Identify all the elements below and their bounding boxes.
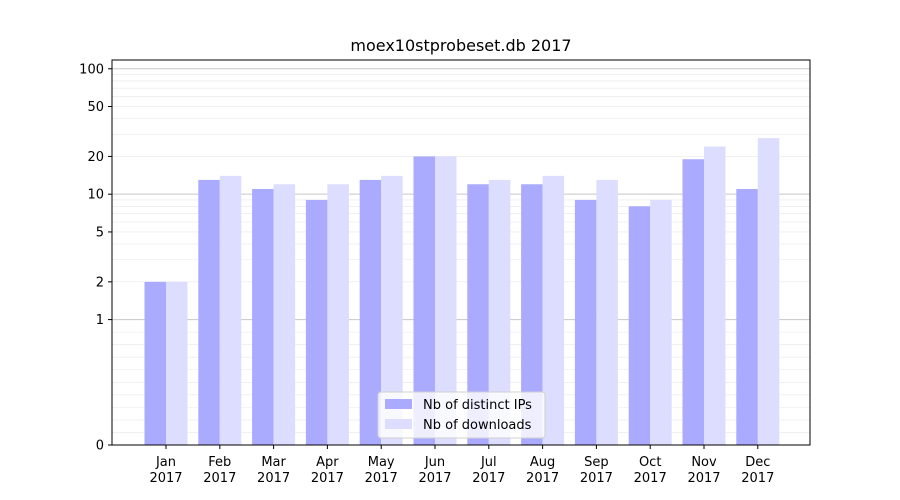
legend-swatch bbox=[385, 419, 412, 429]
x-tick-label: Feb 2017 bbox=[203, 455, 236, 486]
bar-distinct-ips bbox=[413, 156, 435, 446]
bar-distinct-ips bbox=[359, 179, 382, 445]
bar-distinct-ips bbox=[144, 281, 166, 445]
bar-distinct-ips bbox=[574, 199, 597, 445]
bar-downloads bbox=[219, 175, 242, 445]
legend-swatch bbox=[385, 399, 412, 409]
legend: Nb of distinct IPs Nb of downloads bbox=[377, 391, 546, 439]
plot-frame bbox=[111, 59, 811, 446]
y-tick-label: 100 bbox=[79, 62, 104, 77]
bar-downloads bbox=[757, 138, 780, 446]
bar-distinct-ips bbox=[736, 188, 758, 445]
x-axis: Jan 2017 Feb 2017 Mar 2017 Apr 2017 May 2017 Jun 20… bbox=[149, 445, 774, 486]
bar-downloads bbox=[435, 156, 457, 446]
y-tick-label: 10 bbox=[87, 188, 104, 203]
y-tick-label: 1 bbox=[96, 313, 104, 328]
x-tick-label: Apr 2017 bbox=[311, 455, 344, 486]
bar-distinct-ips bbox=[305, 199, 328, 445]
bar-distinct-ips bbox=[198, 179, 220, 445]
x-tick-label: Dec 2017 bbox=[741, 455, 774, 486]
x-tick-label: Sep 2017 bbox=[580, 455, 613, 486]
bar-distinct-ips bbox=[682, 159, 704, 445]
bar-downloads bbox=[327, 184, 349, 445]
bar-distinct-ips bbox=[252, 188, 274, 445]
bar-distinct-ips bbox=[521, 184, 543, 445]
y-tick-label: 2 bbox=[96, 275, 104, 290]
bar-downloads bbox=[704, 146, 726, 445]
bar-downloads bbox=[381, 175, 403, 445]
x-tick-label: Jun 2017 bbox=[418, 455, 451, 486]
bar-distinct-ips bbox=[467, 184, 489, 445]
bar-downloads bbox=[650, 199, 672, 445]
legend-label: Nb of downloads bbox=[423, 418, 532, 433]
bar-downloads bbox=[488, 179, 511, 445]
bar-distinct-ips bbox=[628, 206, 651, 445]
x-tick-label: Jul 2017 bbox=[472, 455, 505, 486]
legend-label: Nb of distinct IPs bbox=[423, 398, 532, 413]
bar-downloads bbox=[166, 281, 188, 445]
x-tick-label: Nov 2017 bbox=[687, 455, 720, 486]
bars bbox=[144, 138, 780, 446]
y-axis: 0 1 2 5 10 20 50 100 bbox=[79, 62, 112, 454]
x-tick-label: Aug 2017 bbox=[526, 455, 559, 486]
x-tick-label: Mar 2017 bbox=[257, 455, 290, 486]
bar-downloads bbox=[542, 175, 565, 445]
y-tick-label: 0 bbox=[96, 439, 104, 454]
y-tick-label: 5 bbox=[96, 225, 104, 240]
y-tick-label: 20 bbox=[87, 150, 104, 165]
x-tick-label: Jan 2017 bbox=[149, 455, 182, 486]
y-tick-label: 50 bbox=[87, 100, 104, 115]
x-tick-label: May 2017 bbox=[365, 455, 398, 486]
bar-downloads bbox=[596, 179, 618, 445]
bar-downloads bbox=[273, 184, 296, 445]
chart-title: moex10stprobeset.db 2017 bbox=[350, 36, 571, 55]
x-tick-label: Oct 2017 bbox=[634, 455, 667, 486]
legend-box bbox=[377, 391, 546, 439]
